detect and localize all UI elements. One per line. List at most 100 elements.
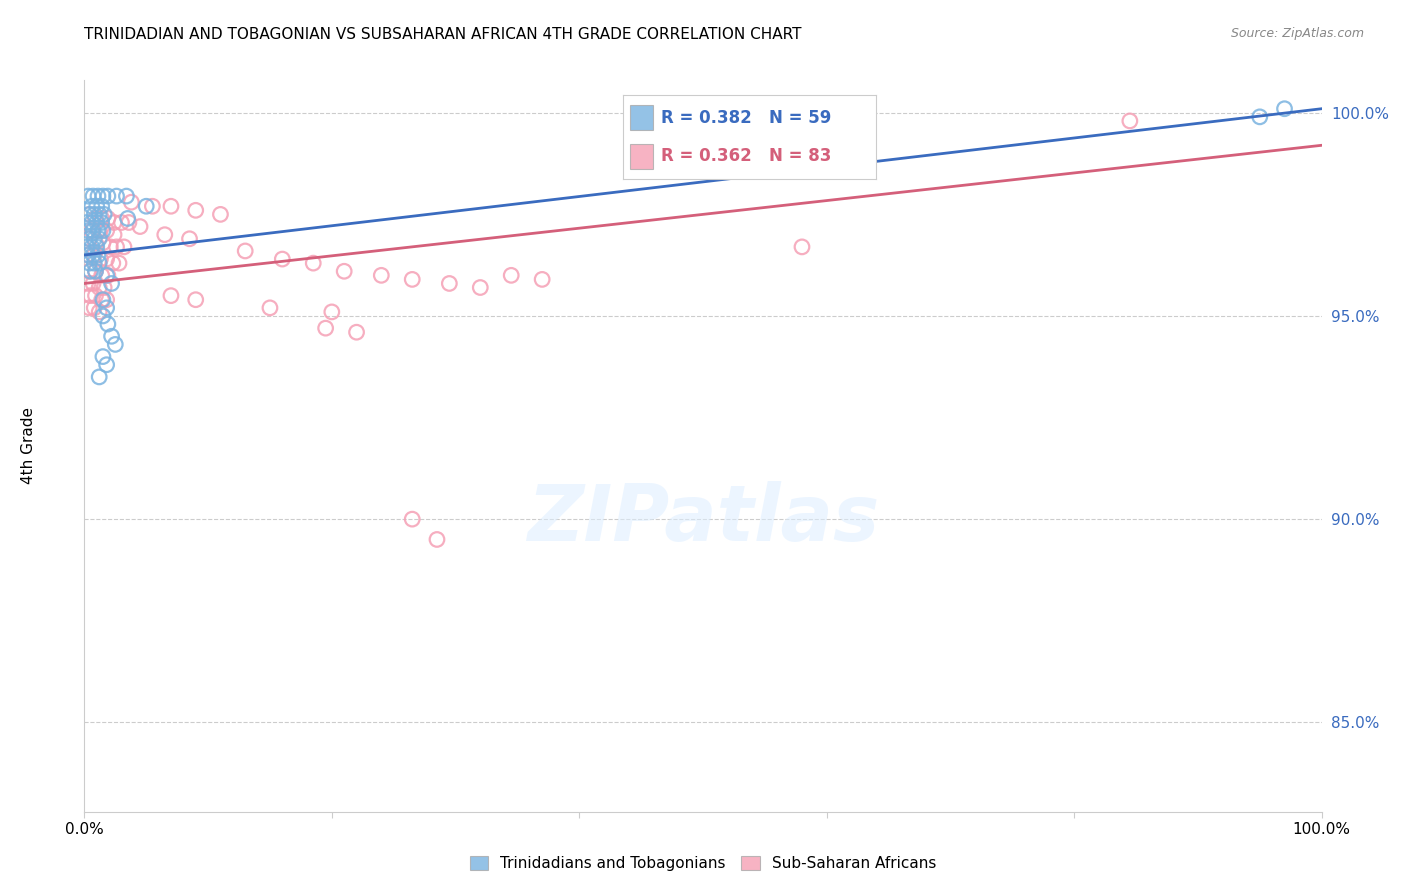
Point	[79, 207, 101, 221]
Point	[470, 280, 492, 294]
Point	[105, 189, 128, 203]
Point	[79, 207, 101, 221]
Point	[101, 256, 124, 270]
Point	[90, 268, 112, 283]
Point	[115, 189, 138, 203]
Point	[87, 224, 110, 238]
Point	[401, 512, 423, 526]
Point	[84, 288, 107, 302]
Point	[184, 293, 207, 307]
Point	[160, 288, 183, 302]
Point	[76, 215, 98, 229]
Point	[89, 280, 111, 294]
Point	[86, 199, 108, 213]
Point	[1119, 114, 1142, 128]
Point	[233, 244, 256, 258]
Point	[302, 256, 325, 270]
Point	[153, 227, 176, 242]
Point	[83, 207, 105, 221]
Point	[110, 215, 132, 229]
Point	[401, 272, 423, 286]
Point	[89, 370, 111, 384]
Point	[79, 232, 101, 246]
Point	[83, 301, 105, 315]
Point	[77, 248, 100, 262]
Point	[77, 277, 100, 291]
Point	[108, 256, 131, 270]
Point	[135, 199, 157, 213]
Point	[103, 215, 125, 229]
Text: Source: ZipAtlas.com: Source: ZipAtlas.com	[1230, 27, 1364, 40]
Point	[87, 248, 110, 262]
Point	[100, 277, 122, 291]
Point	[100, 329, 122, 343]
Point	[91, 235, 114, 250]
Point	[184, 203, 207, 218]
Point	[83, 232, 105, 246]
Point	[82, 224, 104, 238]
Point	[90, 199, 112, 213]
Point	[97, 211, 120, 226]
Point	[531, 272, 554, 286]
Point	[79, 264, 101, 278]
Point	[84, 211, 107, 226]
Point	[76, 240, 98, 254]
Point	[96, 293, 118, 307]
Text: 4th Grade: 4th Grade	[21, 408, 37, 484]
Point	[129, 219, 152, 234]
Point	[321, 305, 343, 319]
Point	[98, 240, 121, 254]
Point	[120, 195, 142, 210]
Point	[96, 358, 118, 372]
Point	[105, 240, 128, 254]
Point	[89, 252, 111, 266]
Point	[90, 211, 112, 226]
Point	[97, 189, 120, 203]
Point	[97, 317, 120, 331]
Point	[117, 211, 139, 226]
Point	[91, 189, 114, 203]
Point	[80, 215, 103, 229]
Point	[82, 248, 104, 262]
Point	[141, 199, 163, 213]
Point	[97, 268, 120, 283]
Point	[501, 268, 523, 283]
Point	[118, 215, 141, 229]
Point	[79, 301, 101, 315]
Point	[79, 264, 101, 278]
Point	[104, 337, 127, 351]
Point	[82, 189, 104, 203]
Point	[1274, 102, 1296, 116]
Point	[370, 268, 392, 283]
Point	[91, 309, 114, 323]
Point	[89, 232, 111, 246]
Point	[96, 224, 118, 238]
Point	[84, 235, 107, 250]
Point	[80, 240, 103, 254]
Point	[179, 232, 201, 246]
Point	[315, 321, 337, 335]
Point	[84, 264, 107, 278]
Point	[83, 256, 105, 270]
Point	[79, 288, 101, 302]
Point	[93, 280, 115, 294]
Text: TRINIDADIAN AND TOBAGONIAN VS SUBSAHARAN AFRICAN 4TH GRADE CORRELATION CHART: TRINIDADIAN AND TOBAGONIAN VS SUBSAHARAN…	[84, 27, 801, 42]
Point	[91, 293, 114, 307]
Point	[82, 277, 104, 291]
Point	[96, 268, 118, 283]
Point	[89, 224, 111, 238]
Text: ZIPatlas: ZIPatlas	[527, 481, 879, 558]
Point	[790, 240, 813, 254]
Point	[93, 207, 115, 221]
Point	[90, 215, 112, 229]
Point	[89, 207, 111, 221]
Point	[426, 533, 449, 547]
Point	[333, 264, 356, 278]
Point	[112, 240, 135, 254]
Point	[79, 232, 101, 246]
Point	[96, 252, 118, 266]
Point	[259, 301, 281, 315]
Point	[96, 301, 118, 315]
Point	[77, 248, 100, 262]
Point	[271, 252, 294, 266]
